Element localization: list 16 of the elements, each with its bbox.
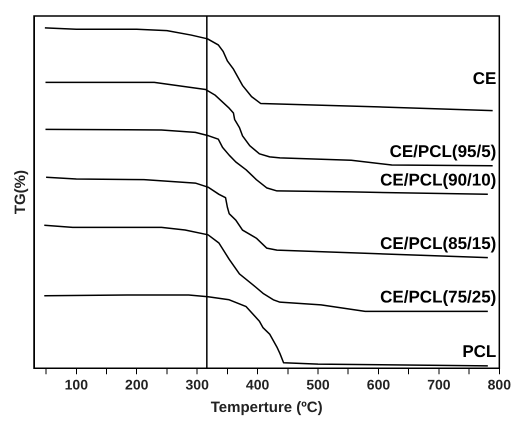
x-tick-label: 700 bbox=[427, 376, 451, 392]
x-tick-label: 800 bbox=[488, 376, 512, 392]
series-label: PCL bbox=[462, 342, 496, 362]
series-label: CE/PCL(95/5) bbox=[390, 142, 496, 161]
series-label: CE/PCL(75/25) bbox=[380, 288, 496, 307]
x-tick-label: 100 bbox=[64, 376, 88, 392]
x-tick-label: 200 bbox=[125, 376, 149, 392]
x-axis-title: Temperture (ºC) bbox=[210, 399, 323, 416]
series-label: CE/PCL(85/15) bbox=[380, 234, 496, 253]
series-label: CE bbox=[472, 68, 496, 88]
series-label: CE/PCL(90/10) bbox=[380, 170, 496, 190]
x-tick-label: 400 bbox=[246, 376, 270, 392]
x-tick-label: 500 bbox=[306, 376, 330, 392]
y-axis-title: TG(%) bbox=[12, 170, 30, 214]
x-tick-label: 300 bbox=[185, 376, 210, 392]
x-tick-label: 600 bbox=[366, 376, 390, 392]
